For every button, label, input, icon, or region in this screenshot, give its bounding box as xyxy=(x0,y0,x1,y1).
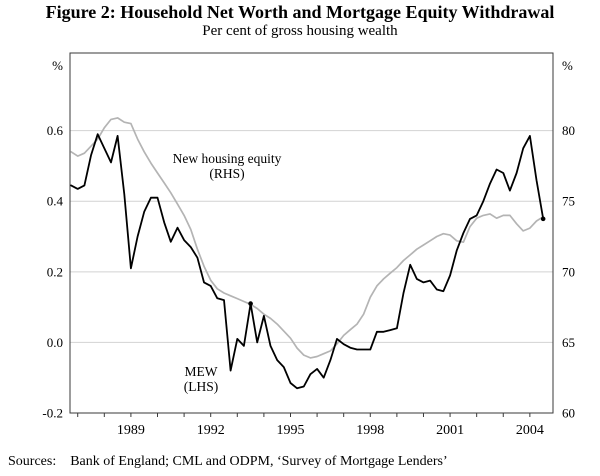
new-housing-equity-line xyxy=(70,117,545,359)
x-axis-year-label: 1989 xyxy=(117,423,145,438)
mew-label: MEW xyxy=(185,364,218,379)
x-axis-year-label: 1995 xyxy=(276,423,304,438)
figure-title: Figure 2: Household Net Worth and Mortga… xyxy=(45,2,555,22)
figure-subtitle: Per cent of gross housing wealth xyxy=(202,23,398,39)
x-axis-year-label: 2001 xyxy=(436,423,464,438)
sources-line: Sources: Bank of England; CML and ODPM, ‘… xyxy=(8,454,448,470)
plot-frame xyxy=(69,52,554,414)
right-axis-tick-label: 65 xyxy=(562,335,575,350)
right-axis-tick-label: 75 xyxy=(562,194,575,209)
nhe-label: New housing equity xyxy=(173,151,282,166)
mew-label: (LHS) xyxy=(184,379,219,394)
right-axis-tick-label: 80 xyxy=(562,123,575,138)
sources-label: Sources: xyxy=(8,454,57,469)
x-axis-year-label: 1992 xyxy=(197,423,225,438)
sources-text: Bank of England; CML and ODPM, ‘Survey o… xyxy=(70,454,448,469)
left-axis-tick-label: 0.2 xyxy=(47,264,63,279)
left-axis-tick-label: 0.0 xyxy=(47,335,63,350)
left-axis-unit: % xyxy=(52,58,63,73)
right-axis-unit: % xyxy=(562,58,573,73)
left-axis-tick-label: 0.6 xyxy=(47,123,64,138)
x-axis-year-label: 2004 xyxy=(516,423,544,438)
nhe-label: (RHS) xyxy=(209,166,244,181)
right-axis-tick-label: 60 xyxy=(562,406,575,421)
series-point-marker xyxy=(540,216,546,222)
left-axis-tick-label: 0.4 xyxy=(47,194,64,209)
left-axis-tick-label: -0.2 xyxy=(42,406,63,421)
mew-line xyxy=(70,133,545,390)
x-axis-year-label: 1998 xyxy=(356,423,384,438)
right-axis-tick-label: 70 xyxy=(562,264,575,279)
series-point-marker xyxy=(248,301,253,306)
